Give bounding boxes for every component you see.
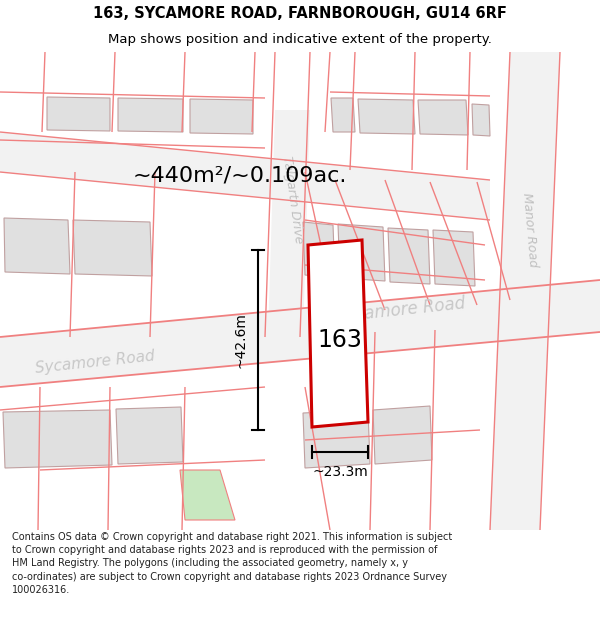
Text: ~440m²/~0.109ac.: ~440m²/~0.109ac.	[133, 165, 347, 185]
Polygon shape	[388, 228, 430, 284]
Text: 163: 163	[317, 328, 362, 352]
Polygon shape	[358, 99, 415, 134]
Text: 163, SYCAMORE ROAD, FARNBOROUGH, GU14 6RF: 163, SYCAMORE ROAD, FARNBOROUGH, GU14 6R…	[93, 6, 507, 21]
Polygon shape	[303, 410, 370, 468]
Polygon shape	[0, 132, 490, 220]
Text: Manor Road: Manor Road	[520, 192, 540, 268]
Polygon shape	[472, 104, 490, 136]
Polygon shape	[268, 110, 310, 337]
Polygon shape	[373, 406, 432, 464]
Polygon shape	[3, 410, 112, 468]
Polygon shape	[418, 100, 468, 135]
Polygon shape	[308, 240, 368, 427]
Polygon shape	[180, 470, 235, 520]
Polygon shape	[433, 230, 475, 286]
Text: ~23.3m: ~23.3m	[312, 465, 368, 479]
Polygon shape	[490, 52, 560, 530]
Text: Talgarth Drive: Talgarth Drive	[280, 156, 305, 244]
Polygon shape	[47, 97, 110, 131]
Polygon shape	[73, 220, 152, 276]
Text: ~42.6m: ~42.6m	[233, 312, 247, 368]
Polygon shape	[4, 218, 70, 274]
Polygon shape	[118, 98, 183, 132]
Text: Contains OS data © Crown copyright and database right 2021. This information is : Contains OS data © Crown copyright and d…	[12, 532, 452, 595]
Polygon shape	[303, 222, 335, 278]
Polygon shape	[331, 98, 355, 132]
Text: Sycamore Road: Sycamore Road	[334, 294, 466, 326]
Text: Map shows position and indicative extent of the property.: Map shows position and indicative extent…	[108, 32, 492, 46]
Polygon shape	[0, 280, 600, 387]
Polygon shape	[190, 99, 253, 134]
Polygon shape	[116, 407, 183, 464]
Text: Sycamore Road: Sycamore Road	[34, 348, 155, 376]
Polygon shape	[338, 224, 385, 281]
